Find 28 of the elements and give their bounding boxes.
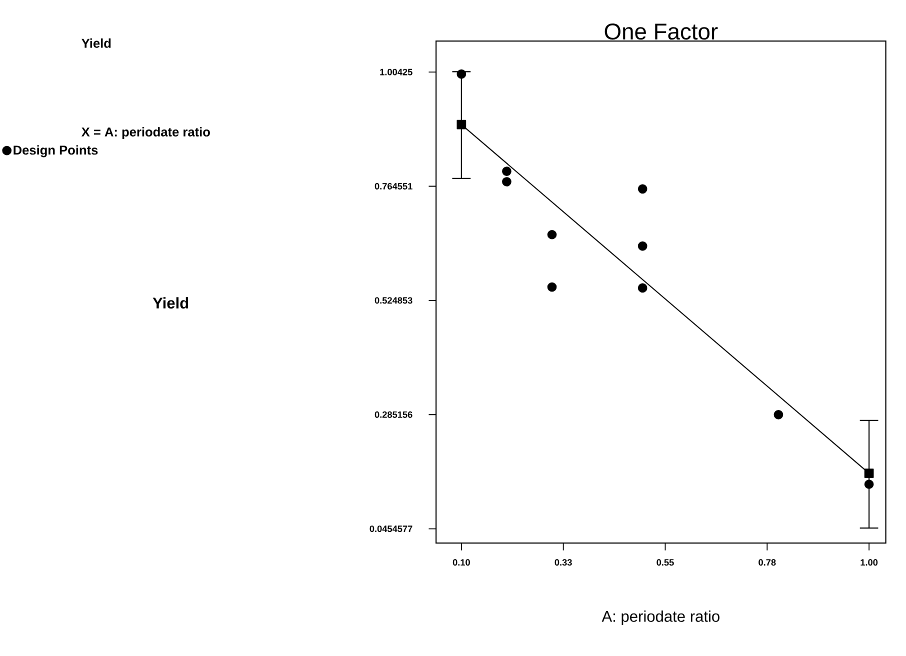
point [638,184,648,194]
x-tick-label: 0.78 [758,559,776,566]
y-tick-label: 0.285156 [374,411,412,418]
point [502,176,512,186]
point [774,410,784,420]
text: X = A: periodate ratio [81,126,210,139]
point [502,166,512,176]
text: Yield [152,297,188,308]
y-tick-label: 1.00425 [380,68,412,76]
point [638,283,648,293]
y-tick-label: 0.524853 [374,297,412,304]
legend-label: Design Points [14,145,98,158]
point [547,282,557,292]
x-tick-label: 0.33 [554,559,572,566]
point [864,479,874,489]
x-tick-label: 1.00 [860,559,878,566]
chart-title: One Factor [604,23,718,40]
y-tick-label: 0.764551 [374,182,412,190]
x-tick-label: 0.10 [452,559,470,566]
x-axis-title: A: periodate ratio [602,610,720,625]
x-tick-label: 0.55 [656,559,674,566]
point [638,241,648,251]
text: Yield [82,38,111,48]
point [456,69,466,79]
point [547,230,557,240]
point [456,120,466,130]
y-tick-label: 0.0454577 [370,525,412,532]
point [864,468,874,478]
